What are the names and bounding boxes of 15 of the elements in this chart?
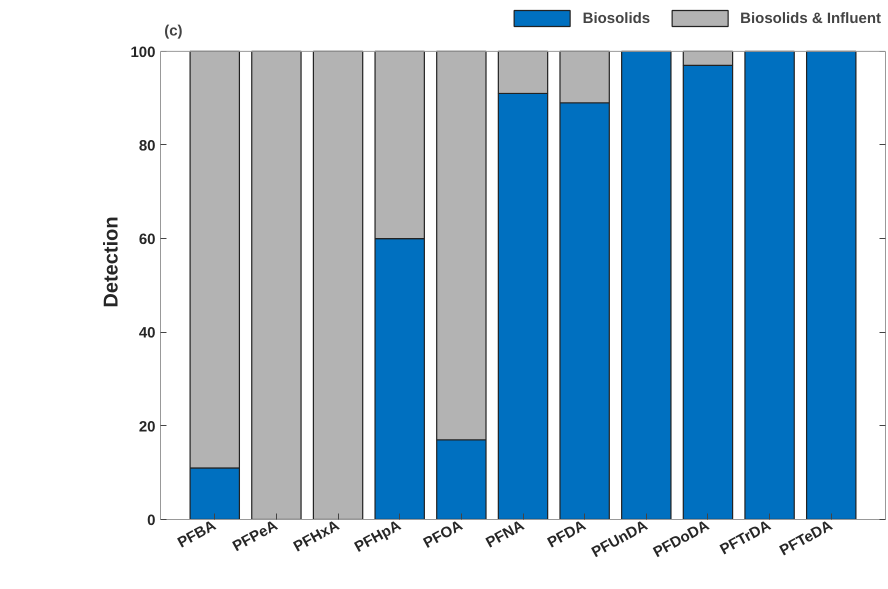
text: (c) [164,22,183,40]
legend-label: Biosolids [582,10,650,26]
bar [312,50,364,520]
y-tick-label: 0 [147,512,156,529]
bar [744,50,795,520]
bar [251,50,302,520]
y-tick-label: 40 [138,324,156,342]
y-tick-label: 100 [130,44,156,61]
bar [806,50,857,520]
y-tick-label: 80 [138,137,156,154]
legend-label: Biosolids & Influent [740,10,881,26]
bar [621,50,672,520]
y-tick-label: 20 [138,418,156,436]
y-axis-title: Detection [100,216,122,308]
y-tick-label: 60 [138,231,156,248]
